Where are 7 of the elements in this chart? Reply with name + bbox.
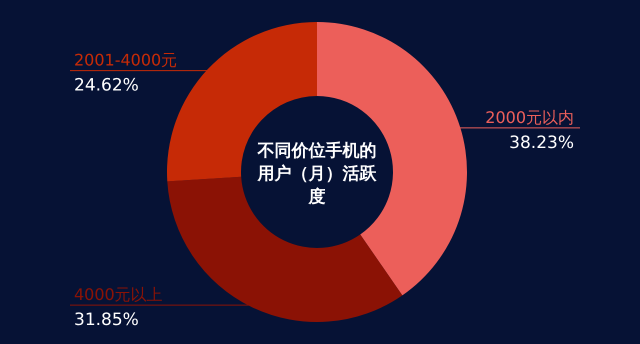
data-label: 24.62% bbox=[74, 76, 139, 96]
slice-label: 2000元以内 bbox=[485, 108, 574, 127]
slice-label: 2001-4000元 bbox=[74, 50, 178, 70]
data-label: 38.23% bbox=[509, 132, 574, 153]
data-label: 31.85% bbox=[74, 310, 139, 330]
slice-label: 4000元以上 bbox=[74, 285, 163, 304]
text: 不同价位手机的用户（月）活跃度 bbox=[257, 140, 377, 209]
